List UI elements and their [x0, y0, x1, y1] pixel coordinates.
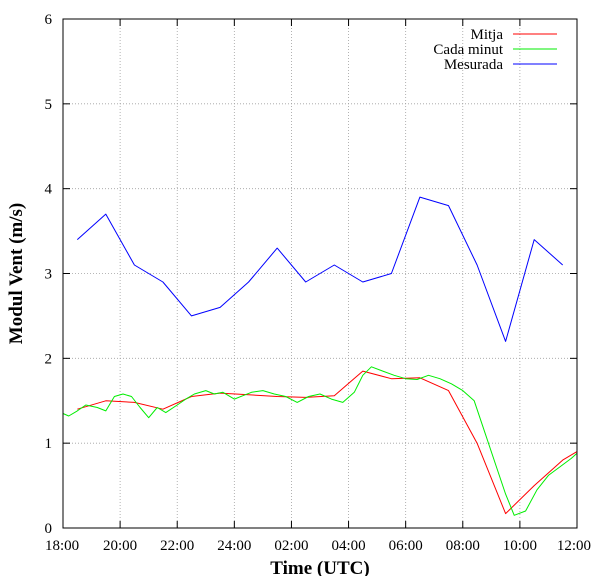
legend-label: Mesurada: [444, 57, 503, 73]
y-tick-label: 5: [45, 97, 53, 113]
series-line-cada-minut: [62, 366, 578, 516]
legend-label: Mitja: [471, 27, 504, 43]
x-tick-label: 10:00: [503, 538, 537, 554]
legend-label: Cada minut: [433, 42, 503, 58]
x-tick-label: 20:00: [103, 538, 137, 554]
y-tick-label: 1: [45, 436, 53, 452]
tick-labels: 0 1 2 3 4 5 6 18:00 20:00 22:00 24:00 02:00 04:00 06:…: [45, 12, 592, 554]
x-tick-label: 06:00: [389, 538, 423, 554]
y-tick-label: 6: [45, 12, 53, 28]
x-tick-label: 22:00: [160, 538, 194, 554]
x-tick-label: 02:00: [274, 538, 308, 554]
x-tick-label: 08:00: [446, 538, 480, 554]
y-tick-label: 0: [45, 521, 53, 537]
x-axis-title: Time (UTC): [270, 558, 369, 576]
series-line-mitja: [77, 370, 578, 515]
y-tick-label: 3: [45, 267, 53, 283]
y-tick-label: 2: [45, 351, 53, 367]
grid: [63, 19, 577, 528]
axis-ticks: [62, 18, 578, 529]
y-tick-label: 4: [45, 182, 53, 198]
series-line-mesurada: [76, 196, 564, 342]
series-lines: [62, 196, 578, 516]
y-axis-title: Modul Vent (m/s): [6, 203, 27, 344]
x-tick-label: 04:00: [331, 538, 365, 554]
x-tick-label: 12:00: [557, 538, 591, 554]
x-tick-label: 18:00: [45, 538, 79, 554]
x-tick-label: 24:00: [217, 538, 251, 554]
